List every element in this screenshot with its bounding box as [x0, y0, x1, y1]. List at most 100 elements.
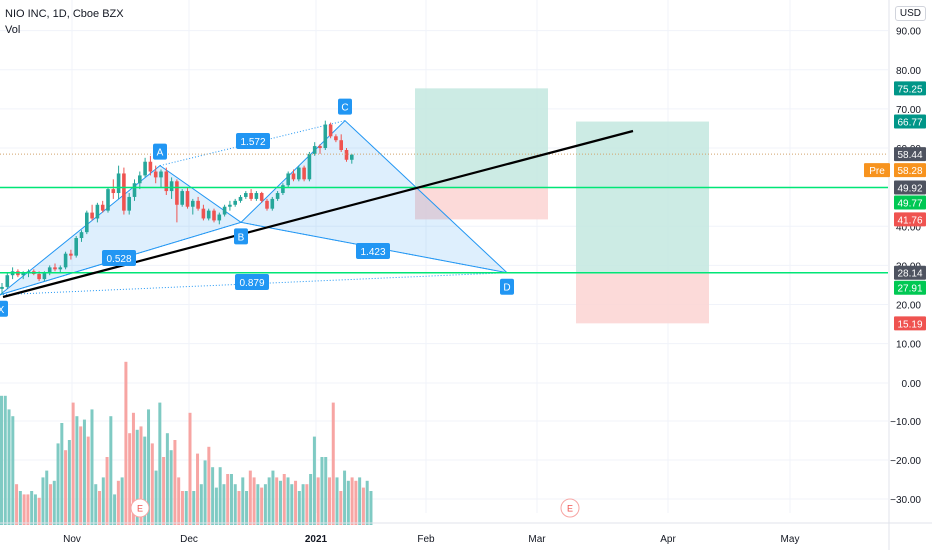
- candle: [111, 189, 116, 194]
- pre-market-tag-label: Pre: [869, 166, 885, 177]
- candle: [302, 167, 306, 180]
- price-tick-label: 10.00: [896, 340, 921, 351]
- volume-bar: [369, 491, 373, 525]
- candle: [74, 238, 78, 256]
- pattern-point-x[interactable]: [0, 300, 8, 317]
- price-label-pre[interactable]: [894, 163, 926, 178]
- earnings-marker[interactable]: [130, 498, 150, 518]
- candle: [47, 267, 52, 274]
- earnings-marker[interactable]: [560, 498, 580, 518]
- volume-bar: [350, 477, 354, 525]
- price-tick-label: 20.00: [896, 301, 921, 312]
- volume-bar: [203, 460, 207, 525]
- pattern-point-b[interactable]: [234, 228, 248, 245]
- volume-tick-label: −10.00: [890, 417, 921, 428]
- harmonic-xab[interactable]: [0, 165, 243, 296]
- volume-bar: [343, 470, 347, 525]
- candle: [153, 171, 158, 178]
- volume-bar: [49, 484, 53, 525]
- candle: [169, 181, 174, 192]
- volume-bar: [361, 487, 365, 525]
- volume-bar: [241, 477, 245, 525]
- candle: [318, 146, 322, 149]
- candle: [222, 206, 227, 215]
- pattern-point-c[interactable]: [338, 98, 352, 115]
- candle: [85, 212, 89, 233]
- time-tick-label: Dec: [180, 534, 198, 545]
- profit-zone[interactable]: [576, 121, 709, 274]
- ratio-badge[interactable]: [356, 243, 390, 259]
- ratio-badge[interactable]: [235, 274, 269, 290]
- volume-legend[interactable]: Vol: [5, 24, 21, 36]
- ratio-label: 1.423: [360, 247, 385, 258]
- volume-bar: [177, 477, 181, 525]
- price-label-text: 27.91: [897, 284, 922, 295]
- volume-bar: [312, 436, 316, 525]
- volume-bar: [252, 477, 256, 525]
- volume-bar: [275, 477, 279, 525]
- volume-bar: [64, 450, 68, 525]
- volume-bar: [211, 467, 215, 525]
- volume-bar: [339, 491, 343, 525]
- pre-market-tag[interactable]: [864, 163, 890, 178]
- candle: [344, 149, 349, 160]
- candle: [297, 167, 301, 180]
- earnings-label: E: [567, 504, 573, 514]
- volume-bar: [26, 494, 30, 525]
- price-label-level[interactable]: [894, 180, 926, 195]
- volume-bar: [79, 426, 83, 525]
- price-label-loss[interactable]: [894, 316, 926, 331]
- ratio-label: 1.572: [240, 137, 265, 148]
- time-tick-label: May: [781, 534, 800, 545]
- currency-button[interactable]: USD: [894, 6, 926, 21]
- pattern-point-a[interactable]: [153, 143, 167, 160]
- price-label-profit[interactable]: [894, 114, 926, 129]
- candle: [58, 267, 63, 270]
- volume-bar: [71, 402, 75, 525]
- ratio-badge[interactable]: [236, 133, 270, 149]
- volume-bar: [260, 487, 264, 525]
- volume-bar: [22, 494, 26, 525]
- earnings-label: E: [137, 504, 143, 514]
- price-label-last[interactable]: [894, 147, 926, 162]
- pattern-point-d[interactable]: [500, 278, 514, 295]
- volume-bar: [128, 433, 132, 525]
- volume-bar: [0, 395, 3, 525]
- price-label-profit[interactable]: [894, 81, 926, 96]
- candle: [254, 193, 259, 199]
- volume-bar: [109, 416, 113, 525]
- candle: [339, 140, 343, 150]
- volume-tick-label: −20.00: [890, 456, 921, 467]
- volume-bar: [15, 484, 19, 525]
- price-label-level[interactable]: [894, 265, 926, 280]
- candle: [148, 161, 153, 172]
- price-label-loss[interactable]: [894, 212, 926, 227]
- candle: [185, 191, 190, 207]
- candle: [259, 193, 264, 201]
- candle: [228, 204, 232, 207]
- candle: [53, 267, 57, 270]
- profit-zone[interactable]: [415, 88, 548, 189]
- time-tick-label: Nov: [63, 534, 81, 545]
- price-label-profit[interactable]: [894, 280, 926, 295]
- candle: [37, 274, 41, 280]
- price-tick-label: 80.00: [896, 66, 921, 77]
- volume-bar: [192, 491, 196, 525]
- volume-bar: [278, 480, 282, 525]
- volume-bar: [41, 477, 45, 525]
- volume-bar: [82, 419, 86, 525]
- volume-bar: [207, 446, 211, 525]
- symbol-title[interactable]: NIO INC, 1D, Cboe BZX: [5, 8, 124, 20]
- volume-bar: [101, 477, 105, 525]
- volume-bar: [327, 477, 331, 525]
- price-label-profit[interactable]: [894, 195, 926, 210]
- volume-bar: [294, 480, 298, 525]
- stop-zone[interactable]: [415, 188, 548, 220]
- trend-line[interactable]: [2, 129, 634, 299]
- ratio-badge[interactable]: [102, 250, 136, 266]
- volume-bar: [301, 484, 305, 525]
- stop-zone[interactable]: [576, 273, 709, 324]
- volume-bar: [165, 433, 169, 525]
